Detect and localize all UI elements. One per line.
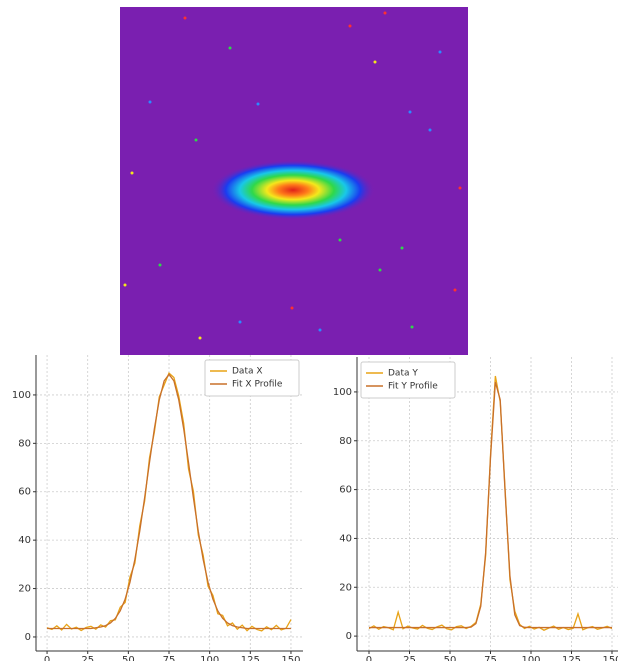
y-tick-label: 60 bbox=[339, 485, 352, 496]
y-tick-label: 0 bbox=[346, 631, 352, 642]
y-tick-label: 40 bbox=[339, 533, 352, 544]
x-tick-label: 100 bbox=[521, 655, 540, 661]
x-tick-label: 75 bbox=[163, 655, 176, 661]
y-tick-label: 100 bbox=[333, 387, 352, 398]
legend-box bbox=[204, 359, 300, 397]
x-tick-label: 75 bbox=[484, 655, 497, 661]
y-tick-label: 80 bbox=[339, 436, 352, 447]
x-tick-label: 125 bbox=[562, 655, 581, 661]
x-tick-label: 25 bbox=[403, 655, 416, 661]
data-line bbox=[368, 381, 613, 629]
x-tick-label: 25 bbox=[81, 655, 94, 661]
x-tick-label: 0 bbox=[44, 655, 50, 661]
x-tick-label: 150 bbox=[281, 655, 300, 661]
x-tick-label: 125 bbox=[241, 655, 260, 661]
y-tick-label: 20 bbox=[18, 584, 31, 595]
legend-label: Data Y bbox=[388, 369, 418, 379]
x-tick-label: 50 bbox=[122, 655, 135, 661]
x-tick-label: 150 bbox=[602, 655, 618, 661]
x-tick-label: 0 bbox=[366, 655, 372, 661]
y-tick-label: 60 bbox=[18, 487, 31, 498]
legend: Data Y Fit Y Profile bbox=[360, 361, 456, 399]
legend-label: Data X bbox=[232, 367, 263, 377]
legend-label: Fit Y Profile bbox=[388, 382, 438, 392]
y-tick-label: 40 bbox=[18, 535, 31, 546]
x-tick-label: 100 bbox=[200, 655, 219, 661]
beam-image bbox=[120, 7, 468, 355]
data-line bbox=[47, 373, 291, 630]
legend-label: Fit X Profile bbox=[232, 380, 283, 390]
y-tick-label: 20 bbox=[339, 582, 352, 593]
y-tick-label: 80 bbox=[18, 438, 31, 449]
y-tick-label: 100 bbox=[12, 390, 31, 401]
legend-box bbox=[360, 361, 456, 399]
legend: Data X Fit X Profile bbox=[204, 359, 300, 397]
y-tick-label: 0 bbox=[25, 632, 31, 643]
x-tick-label: 50 bbox=[444, 655, 457, 661]
data-line bbox=[46, 372, 292, 632]
